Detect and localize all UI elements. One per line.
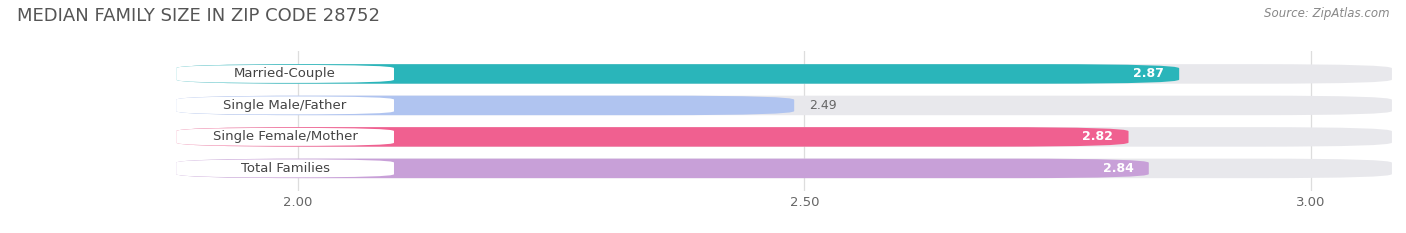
FancyBboxPatch shape bbox=[176, 96, 394, 114]
FancyBboxPatch shape bbox=[176, 128, 394, 146]
FancyBboxPatch shape bbox=[176, 159, 1392, 178]
Text: 2.84: 2.84 bbox=[1102, 162, 1133, 175]
Text: Total Families: Total Families bbox=[240, 162, 329, 175]
Text: Married-Couple: Married-Couple bbox=[235, 67, 336, 80]
Text: 2.49: 2.49 bbox=[810, 99, 837, 112]
FancyBboxPatch shape bbox=[176, 64, 1180, 84]
Text: 2.82: 2.82 bbox=[1083, 130, 1114, 143]
FancyBboxPatch shape bbox=[176, 65, 394, 83]
Text: MEDIAN FAMILY SIZE IN ZIP CODE 28752: MEDIAN FAMILY SIZE IN ZIP CODE 28752 bbox=[17, 7, 380, 25]
Text: Source: ZipAtlas.com: Source: ZipAtlas.com bbox=[1264, 7, 1389, 20]
Text: Single Male/Father: Single Male/Father bbox=[224, 99, 347, 112]
FancyBboxPatch shape bbox=[176, 64, 1392, 84]
Text: 2.87: 2.87 bbox=[1133, 67, 1164, 80]
FancyBboxPatch shape bbox=[176, 127, 1129, 147]
FancyBboxPatch shape bbox=[176, 96, 1392, 115]
FancyBboxPatch shape bbox=[176, 159, 1149, 178]
FancyBboxPatch shape bbox=[176, 96, 794, 115]
FancyBboxPatch shape bbox=[176, 159, 394, 177]
Text: Single Female/Mother: Single Female/Mother bbox=[212, 130, 357, 143]
FancyBboxPatch shape bbox=[176, 127, 1392, 147]
